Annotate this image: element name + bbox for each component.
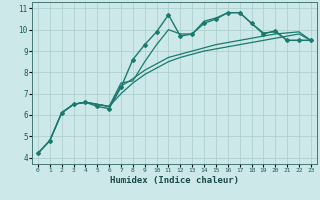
X-axis label: Humidex (Indice chaleur): Humidex (Indice chaleur): [110, 176, 239, 185]
